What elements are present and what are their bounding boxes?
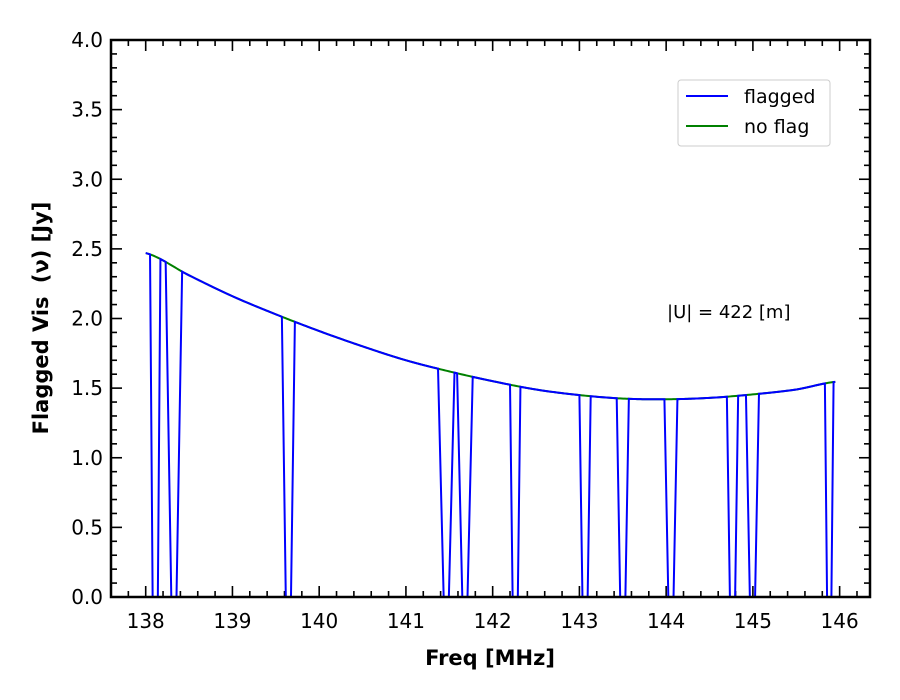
y-axis-title-symbol: (ν) [Jy]	[29, 202, 53, 284]
x-tick-label: 146	[821, 609, 859, 633]
y-tick-label: 0.5	[71, 515, 103, 539]
x-tick-label: 139	[213, 609, 251, 633]
x-tick-label: 140	[300, 609, 338, 633]
y-axis-title-main: Flagged Vis	[29, 296, 53, 434]
y-tick-label: 3.0	[71, 167, 103, 191]
y-axis-title: Flagged Vis (ν) [Jy]	[29, 202, 53, 435]
legend-label-no-flag: no flag	[744, 116, 809, 138]
y-tick-label: 2.5	[71, 237, 103, 261]
x-tick-label: 145	[734, 609, 772, 633]
plot-frame	[109, 38, 872, 599]
y-tick-label: 0.0	[71, 585, 103, 609]
y-tick-label: 3.5	[71, 98, 103, 122]
legend: flagged no flag	[677, 79, 831, 147]
x-tick-labels: 138 139 140 141 142 143 144 145 146	[127, 609, 859, 633]
baseline-annotation: |U| = 422 [m]	[667, 302, 791, 323]
y-tick-label: 1.0	[71, 446, 103, 470]
y-tick-label: 2.0	[71, 307, 103, 331]
x-tick-label: 138	[127, 609, 165, 633]
series-line-flagged	[145, 252, 836, 598]
x-tick-label: 143	[560, 609, 598, 633]
svg-text:Flagged Vis (ν) [Jy]: Flagged Vis (ν) [Jy]	[29, 202, 53, 435]
y-tick-label: 1.5	[71, 376, 103, 400]
x-tick-label: 141	[387, 609, 425, 633]
x-tick-label: 142	[474, 609, 512, 633]
series-line-no-flag	[145, 252, 836, 401]
legend-label-flagged: flagged	[744, 86, 815, 108]
x-tick-label: 144	[647, 609, 685, 633]
y-tick-labels: 0.0 0.5 1.0 1.5 2.0 2.5 3.0 3.5 4.0	[71, 28, 103, 609]
x-axis-title: Freq [MHz]	[425, 646, 555, 670]
y-tick-label: 4.0	[71, 28, 103, 52]
